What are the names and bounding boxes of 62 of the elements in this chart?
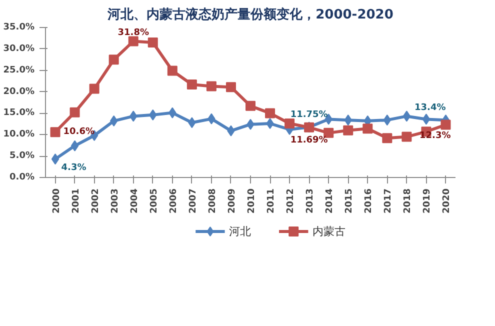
x-tick-label: 2016 bbox=[364, 188, 374, 214]
point bbox=[402, 132, 412, 142]
y-tick-label: 25.0% bbox=[3, 65, 35, 76]
x-tick-label: 2000 bbox=[52, 188, 62, 214]
y-tick-label: 10.0% bbox=[3, 130, 35, 140]
point bbox=[128, 36, 138, 46]
x-tick-label: 2017 bbox=[384, 188, 394, 214]
x-tick-label: 2012 bbox=[286, 188, 296, 214]
point bbox=[51, 154, 60, 165]
x-tick-label: 2001 bbox=[71, 188, 82, 214]
y-tick-label: 30.0% bbox=[3, 44, 35, 54]
y-tick-label: 0.0% bbox=[10, 172, 35, 182]
point bbox=[186, 80, 197, 90]
x-tick-label: 2009 bbox=[227, 188, 238, 214]
x-tick-label: 2003 bbox=[110, 188, 120, 214]
point bbox=[108, 54, 119, 65]
x-tick-label: 2013 bbox=[306, 188, 316, 214]
x-tick-label: 2007 bbox=[188, 188, 198, 214]
point bbox=[50, 127, 60, 138]
point bbox=[70, 107, 80, 118]
data-label: 11.69% bbox=[290, 135, 328, 146]
data-label: 10.6% bbox=[63, 127, 94, 138]
data-label: 4.3% bbox=[61, 163, 86, 174]
point bbox=[440, 120, 451, 130]
x-tick-label: 2018 bbox=[403, 188, 414, 214]
point bbox=[266, 118, 274, 129]
y-tick-label: 15.0% bbox=[3, 108, 35, 118]
point bbox=[148, 38, 158, 48]
x-tick-label: 2020 bbox=[442, 188, 452, 214]
point bbox=[362, 124, 373, 134]
y-tick-label: 35.0% bbox=[3, 22, 35, 32]
x-tick-label: 2002 bbox=[90, 188, 101, 214]
data-label: 13.4% bbox=[414, 103, 446, 114]
x-tick-label: 2006 bbox=[168, 188, 179, 214]
x-tick-label: 2004 bbox=[130, 188, 140, 214]
point bbox=[284, 118, 295, 128]
point bbox=[382, 133, 392, 144]
point bbox=[167, 66, 178, 76]
chart-title: 河北、内蒙古液态奶产量份额变化，2000-2020 bbox=[106, 6, 394, 22]
x-tick-label: 2015 bbox=[344, 188, 355, 214]
point bbox=[422, 114, 430, 125]
x-tick-label: 2011 bbox=[266, 188, 277, 214]
point bbox=[343, 125, 354, 136]
point bbox=[246, 100, 256, 111]
x-tick-label: 2005 bbox=[149, 188, 160, 214]
y-tick-label: 5.0% bbox=[10, 151, 35, 162]
point bbox=[89, 84, 100, 94]
point bbox=[70, 140, 79, 152]
legend-label: 内蒙古 bbox=[312, 225, 346, 238]
point bbox=[226, 82, 236, 92]
point bbox=[206, 81, 216, 92]
legend-label: 河北 bbox=[228, 225, 251, 238]
data-label: 31.8% bbox=[118, 28, 149, 38]
x-tick-label: 2008 bbox=[208, 188, 218, 214]
x-tick-label: 2014 bbox=[325, 188, 336, 214]
data-label: 12.3% bbox=[420, 130, 451, 141]
x-tick-label: 2019 bbox=[422, 188, 433, 214]
y-tick-label: 20.0% bbox=[3, 86, 35, 97]
data-label: 11.75% bbox=[290, 110, 328, 120]
point bbox=[402, 110, 411, 122]
x-tick-label: 2010 bbox=[247, 188, 257, 214]
point bbox=[265, 108, 276, 118]
